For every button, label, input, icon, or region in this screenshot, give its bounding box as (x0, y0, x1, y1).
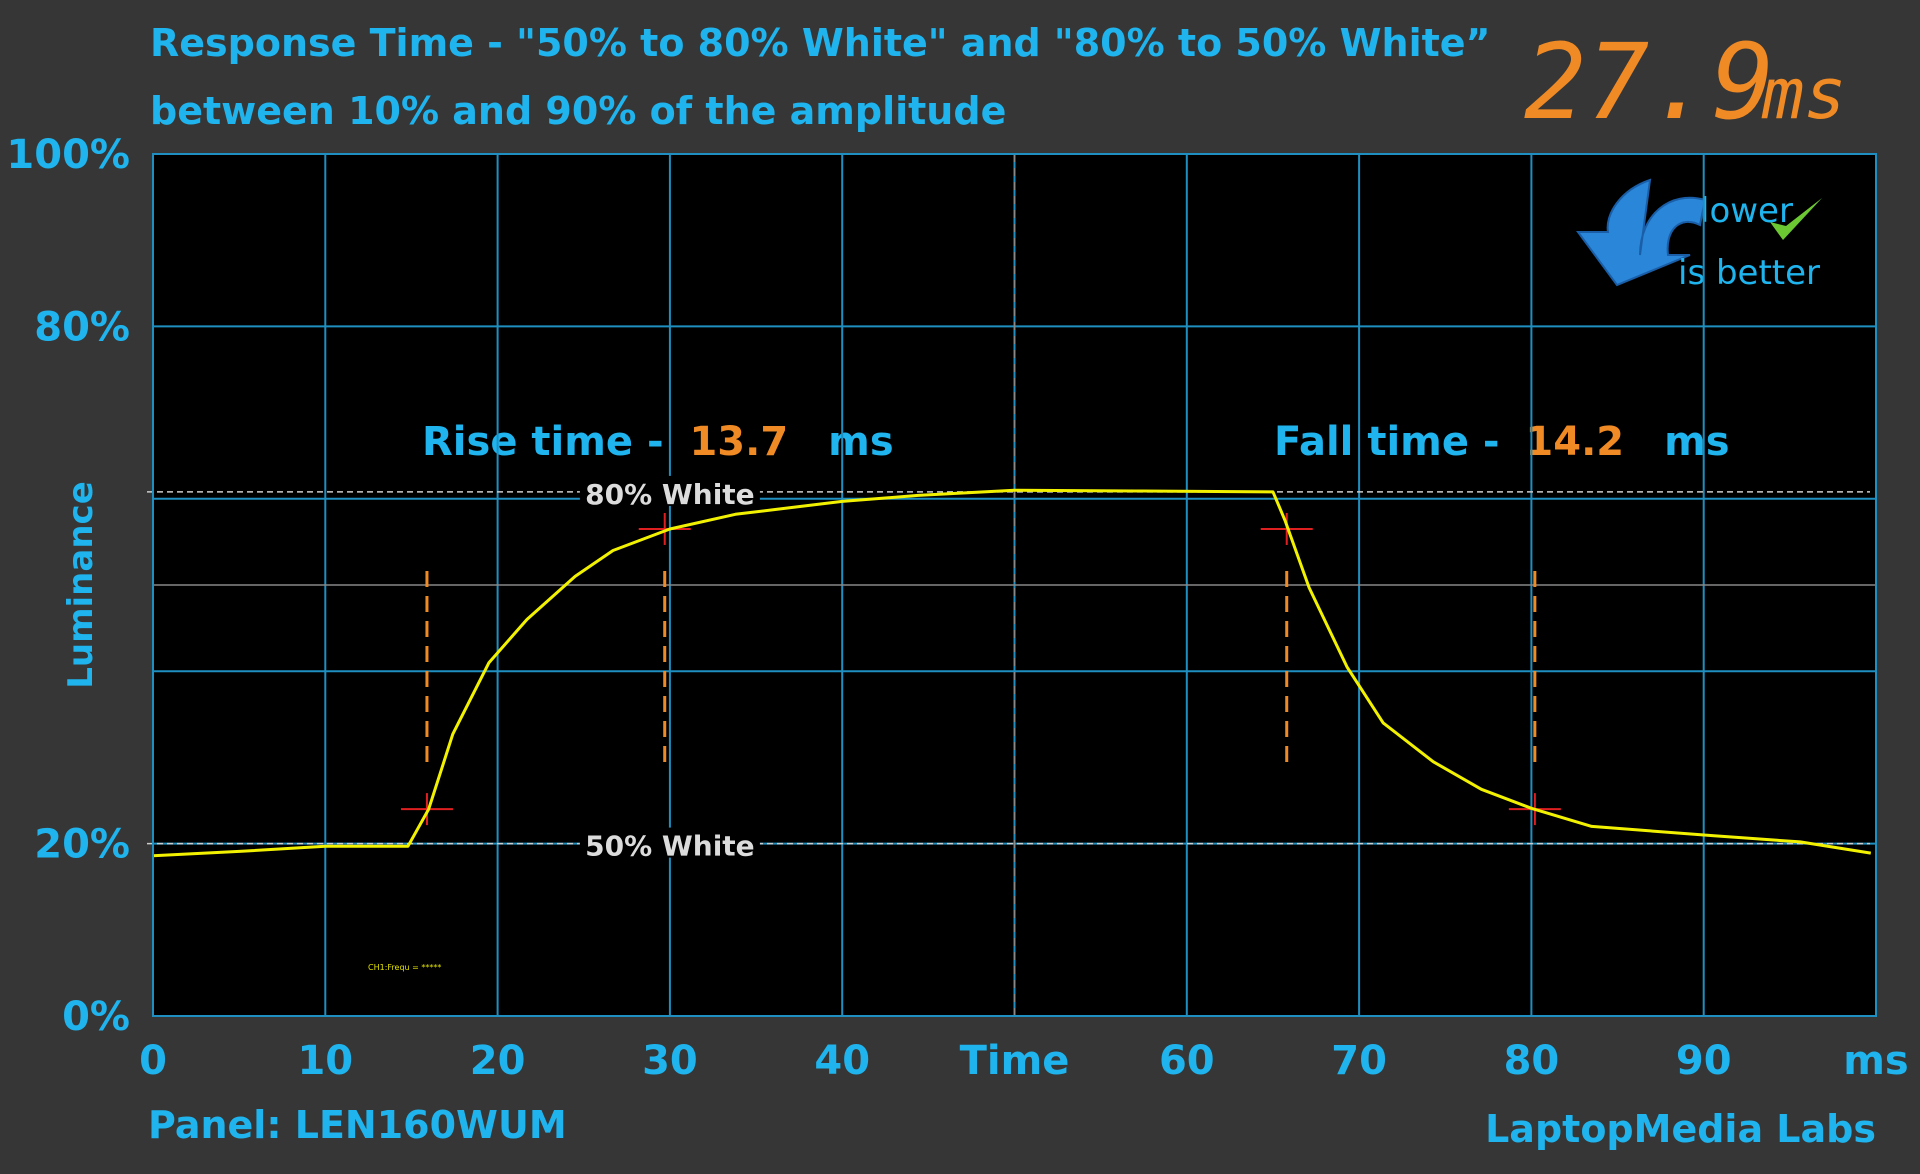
fall-unit: ms (1664, 419, 1730, 465)
x-tick-label: 10 (297, 1038, 353, 1084)
scope-note: CH1:Frequ = ***** (368, 963, 441, 972)
reference-label: 50% White (585, 830, 755, 863)
trace (152, 488, 1872, 858)
reference-label: 80% White (585, 478, 755, 511)
reference-label-bg (579, 475, 760, 506)
rise-label-text: Rise time - (422, 419, 677, 465)
badge-icon (1576, 178, 1822, 287)
x-tick-label: 70 (1331, 1038, 1387, 1084)
y-axis-label: Luminance (61, 481, 101, 689)
x-tick-label: 0 (139, 1038, 167, 1084)
badge-line1: lower (1700, 191, 1793, 231)
x-tick-label: ms (1843, 1038, 1909, 1084)
total-unit: ms (1761, 53, 1846, 135)
x-tick-label: 60 (1159, 1038, 1215, 1084)
y-tick-label: 80% (34, 304, 130, 350)
rise-value: 13.7 (689, 419, 788, 465)
x-tick-label: 30 (642, 1038, 698, 1084)
panel-label: Panel: LEN160WUM (148, 1103, 567, 1147)
plot-border (152, 153, 1877, 1017)
x-tick-label: 40 (814, 1038, 870, 1084)
total-value: 27.9 (1524, 21, 1774, 143)
x-tick-label: 80 (1504, 1038, 1560, 1084)
credit: LaptopMedia Labs (1485, 1107, 1876, 1151)
badge-line2: is better (1678, 253, 1820, 293)
rise-unit: ms (828, 419, 894, 465)
chart-subtitle: between 10% and 90% of the amplitude (150, 89, 1006, 133)
reference-label-bg (579, 827, 760, 858)
fall-value: 14.2 (1525, 419, 1624, 465)
x-tick-label: 20 (470, 1038, 526, 1084)
fall-label-text: Fall time - (1274, 419, 1513, 465)
y-tick-label: 0% (62, 994, 130, 1040)
x-tick-label: Time (960, 1038, 1070, 1084)
y-tick-label: 100% (6, 132, 130, 178)
fall-label: Fall time - 14.2 ms (1274, 419, 1730, 465)
rise-label: Rise time - 13.7 ms (422, 419, 894, 465)
x-tick-label: 90 (1676, 1038, 1732, 1084)
y-tick-label: 20% (34, 822, 130, 868)
chart-title: Response Time - "50% to 80% White" and "… (150, 21, 1491, 65)
